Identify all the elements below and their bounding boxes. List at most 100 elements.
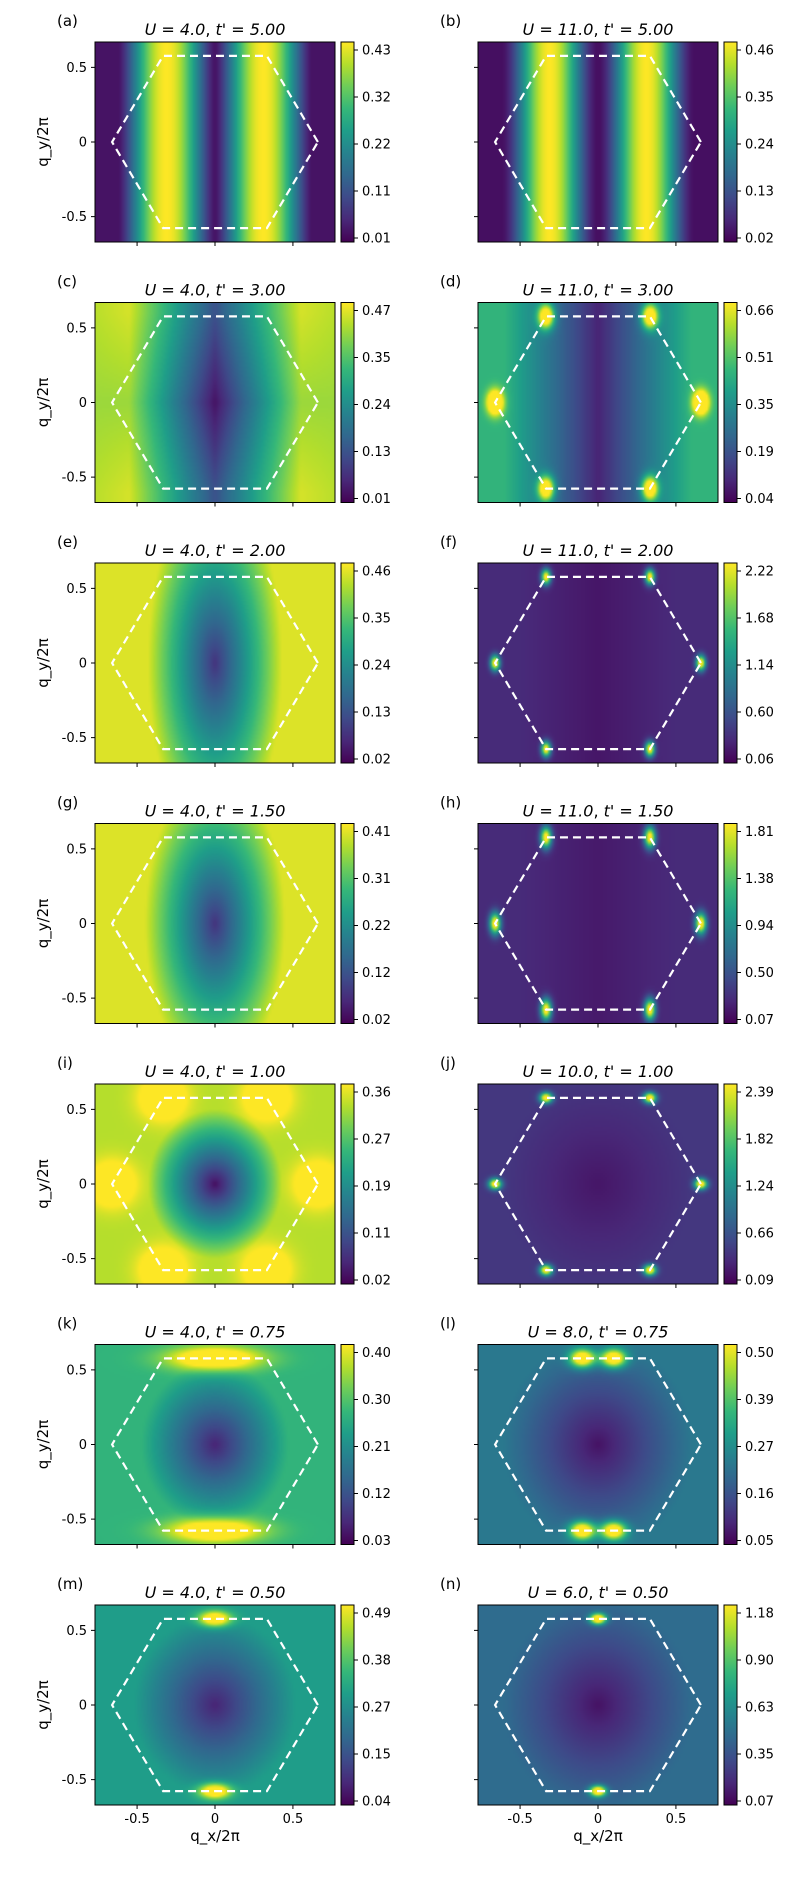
colorbar-tick-label: 0.16 (745, 1487, 774, 1502)
colorbar-tick-label: 1.18 (745, 1607, 774, 1622)
panel-title: U = 11.0, t' = 3.00 (523, 281, 674, 300)
title-t-value: t' = 1.00 (216, 1062, 286, 1081)
y-tick-label: -0.5 (62, 731, 87, 746)
title-separator: , (588, 1323, 598, 1342)
colorbar-tick-label: 0.13 (362, 706, 391, 721)
colorbar-tick-label: 0.30 (362, 1393, 391, 1408)
panel-n: -0.5 0 0.5 q_x/2π (n) U = 6.0, t' = 0.50 0.07 0… (440, 1575, 774, 1846)
colorbar-tick-label: 0.24 (362, 659, 391, 674)
title-separator: , (205, 1583, 215, 1602)
colorbar-tick-label: 0.32 (362, 91, 391, 106)
x-axis-label: q_x/2π (190, 1827, 240, 1846)
y-tick-label: 0 (79, 136, 87, 151)
colorbar-tick-label: 0.22 (362, 138, 391, 153)
heatmap (95, 302, 335, 503)
title-t-value: t' = 0.75 (216, 1323, 286, 1342)
y-axis-label: q_y/2π (34, 378, 53, 428)
colorbar-tick-label: 0.50 (745, 1346, 774, 1361)
y-tick-label: 0 (79, 1178, 87, 1193)
colorbar-tick-label: 0.41 (362, 825, 391, 840)
colorbar-tick-label: 0.90 (745, 1654, 774, 1669)
title-u-value: U = 4.0 (145, 1062, 206, 1081)
panel-title: U = 4.0, t' = 1.50 (145, 802, 286, 821)
title-u-value: U = 4.0 (145, 541, 206, 560)
y-tick-label: -0.5 (62, 210, 87, 225)
title-t-value: t' = 0.50 (216, 1583, 286, 1602)
panel-label: (j) (440, 1054, 456, 1072)
colorbar-tick-label: 0.09 (745, 1274, 774, 1289)
colorbar-tick-label: 0.13 (745, 185, 774, 200)
y-tick-label: 0.5 (66, 1624, 87, 1639)
title-u-value: U = 4.0 (145, 20, 206, 39)
title-u-value: U = 11.0 (523, 281, 594, 300)
title-u-value: U = 6.0 (528, 1583, 589, 1602)
x-tick-label: 0.5 (283, 1812, 304, 1827)
colorbar-tick-label: 0.43 (362, 44, 391, 59)
colorbar-tick-label: 1.38 (745, 872, 774, 887)
panel-label: (e) (57, 533, 78, 551)
title-t-value: t' = 3.00 (216, 281, 286, 300)
heatmap (95, 563, 335, 763)
brillouin-zone-hexagon (110, 54, 319, 230)
colorbar-tick-label: 0.27 (745, 1440, 774, 1455)
colorbar (340, 1604, 355, 1806)
panel-d: (d) U = 11.0, t' = 3.00 0.04 0.19 0.35 0.51 0.… (440, 273, 774, 508)
heatmap (95, 42, 335, 242)
colorbar (340, 1344, 355, 1545)
y-tick-label: -0.5 (62, 992, 87, 1007)
colorbar-tick-label: 0.66 (745, 304, 774, 319)
colorbar-tick-label: 2.39 (745, 1086, 774, 1101)
title-t-value: t' = 2.00 (216, 541, 286, 560)
title-t-value: t' = 5.00 (604, 20, 674, 39)
colorbar-tick-label: 0.35 (362, 612, 391, 627)
panel-label: (d) (440, 273, 461, 291)
y-axis-label: q_y/2π (34, 117, 53, 167)
colorbar-tick-label: 0.11 (362, 1227, 391, 1242)
panel-h: (h) U = 11.0, t' = 1.50 0.07 0.50 0.94 1.38 1.… (440, 794, 774, 1029)
colorbar (723, 562, 738, 764)
colorbar (723, 1604, 738, 1806)
y-tick-label: -0.5 (62, 1513, 87, 1528)
colorbar-tick-label: 1.82 (745, 1133, 774, 1148)
heatmap (478, 302, 718, 503)
colorbar-tick-label: 0.35 (745, 1748, 774, 1763)
colorbar-tick-label: 0.35 (745, 398, 774, 413)
panel-title: U = 4.0, t' = 3.00 (145, 281, 286, 300)
title-t-value: t' = 0.75 (599, 1323, 669, 1342)
panel-label: (c) (57, 273, 77, 291)
brillouin-zone-hexagon (110, 836, 319, 1011)
brillouin-zone-hexagon (493, 575, 702, 751)
colorbar-tick-label: 2.22 (745, 565, 774, 580)
title-separator: , (593, 20, 603, 39)
x-tick-label: -0.5 (507, 1812, 532, 1827)
brillouin-zone-hexagon (110, 315, 319, 490)
colorbar-tick-label: 0.19 (362, 1180, 391, 1195)
heatmap (478, 1344, 718, 1545)
colorbar-tick-label: 0.15 (362, 1748, 391, 1763)
title-t-value: t' = 0.50 (599, 1583, 669, 1602)
heatmap (95, 1344, 335, 1545)
colorbar-tick-label: 0.19 (745, 445, 774, 460)
title-u-value: U = 11.0 (523, 20, 594, 39)
y-tick-label: 0 (79, 917, 87, 932)
colorbar (723, 823, 738, 1024)
colorbar-tick-label: 0.36 (362, 1086, 391, 1101)
y-axis-label: q_y/2π (34, 638, 53, 688)
panel-label: (k) (57, 1315, 77, 1333)
colorbar-tick-label: 0.13 (362, 445, 391, 460)
colorbar-tick-label: 0.40 (362, 1346, 391, 1361)
title-separator: , (593, 541, 603, 560)
y-tick-label: -0.5 (62, 1252, 87, 1267)
panel-label: (i) (57, 1054, 73, 1072)
colorbar-tick-label: 0.63 (745, 1701, 774, 1716)
colorbar-tick-label: 0.11 (362, 185, 391, 200)
title-separator: , (205, 1323, 215, 1342)
title-separator: , (205, 20, 215, 39)
colorbar-tick-label: 0.07 (745, 1013, 774, 1028)
colorbar-tick-label: 0.12 (362, 1487, 391, 1502)
heatmap (95, 823, 335, 1024)
brillouin-zone-hexagon (493, 1096, 702, 1272)
title-t-value: t' = 3.00 (604, 281, 674, 300)
colorbar (340, 41, 355, 243)
title-u-value: U = 10.0 (523, 1062, 594, 1081)
